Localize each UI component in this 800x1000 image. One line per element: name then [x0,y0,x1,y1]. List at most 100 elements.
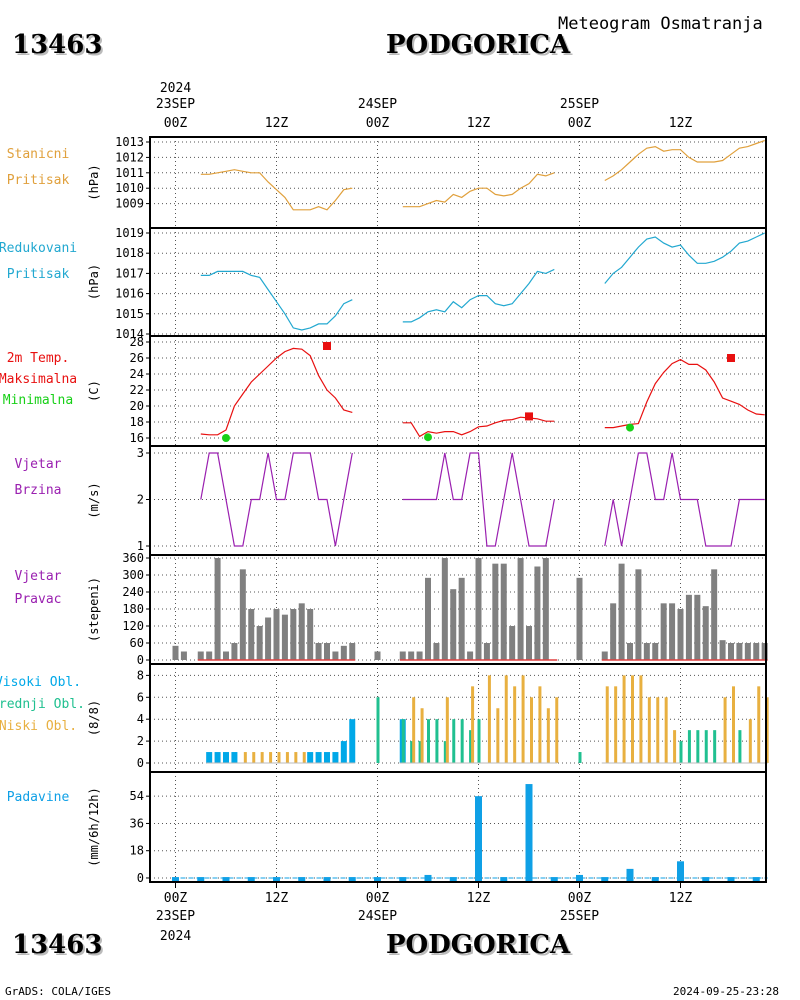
y-axis-label: (hPa) [87,164,101,200]
y-tick-label: 16 [130,431,144,445]
y-tick-label: 18 [130,844,144,858]
direction-bar [441,558,448,660]
y-axis-label: (stepeni) [87,577,101,642]
direction-bar [627,643,633,660]
cloud-bar [243,752,247,763]
direction-bar [349,643,356,660]
y-tick-label: 2 [137,493,144,507]
direction-bar [618,563,625,660]
cloud-bar [679,741,683,763]
cloud-bar [223,752,229,763]
y-tick-label: 2 [137,734,144,748]
panel-label: 2m Temp. [7,351,70,366]
tmin-marker [222,434,230,442]
y-tick-label: 0 [137,653,144,667]
direction-bar [643,643,650,660]
series-line [604,358,765,429]
footer-timestamp: 2024-09-25-23:28 [673,985,779,998]
panel-label: Pritisak [7,173,70,188]
direction-bar [416,651,423,660]
direction-bar [635,569,642,660]
cloud-bar [452,719,456,763]
direction-bar [475,558,482,660]
cloud-bar [340,741,347,763]
y-tick-label: 0 [137,871,144,885]
cloud-bar [277,752,281,763]
direction-bar [719,640,726,660]
panel-label: Vjetar [15,569,62,584]
direction-bar [534,566,541,660]
direction-bar [610,603,617,660]
x-time-label-top: 12Z [265,116,289,131]
tmin-marker [424,433,432,442]
x-time-label-bottom: 00Z [366,891,390,906]
direction-bar [315,643,322,660]
cloud-bar [555,697,559,763]
cloud-bar [538,686,542,763]
cloud-bar [418,741,422,763]
y-tick-label: 3 [137,446,144,460]
cloud-bar [332,752,339,763]
direction-bar [307,609,314,660]
panel-label: Pritisak [7,267,70,282]
direction-bar [223,651,229,660]
cloud-bar [614,686,618,763]
series-line [604,452,765,547]
direction-bar [601,651,608,660]
direction-bar [340,645,347,660]
y-tick-label: 28 [130,335,144,349]
precip-bar [399,877,407,881]
y-tick-label: 1017 [115,266,144,280]
precip-bar [677,861,684,881]
tmax-marker [727,354,735,362]
direction-bar [761,643,768,660]
precip-bar [576,874,583,881]
precip-bar [449,877,457,881]
y-tick-label: 1013 [115,135,144,149]
y-tick-label: 1010 [115,181,144,195]
series-line [200,452,353,547]
y-tick-label: 1014 [115,327,144,341]
cloud-bar [687,730,691,763]
y-tick-label: 360 [122,551,144,565]
city-title-top: PODGORICA [386,30,571,60]
precip-bar [651,877,659,881]
y-axis-label: (8/8) [87,700,101,736]
precip-bar [172,877,179,881]
panel-label: Redukovani [0,241,77,256]
cloud-bar [656,697,660,763]
direction-bar [728,643,734,660]
cloud-bar [435,719,439,763]
y-tick-label: 6 [137,690,144,704]
cloud-bar [748,719,752,763]
tmin-marker [626,423,634,432]
cloud-bar [231,752,238,763]
cloud-bar [412,697,416,763]
y-axis-label: (C) [87,380,101,402]
direction-bar [526,626,532,660]
direction-bar [509,626,516,660]
x-time-label-top: 00Z [366,116,390,131]
direction-bar [492,563,499,660]
x-time-label-top: 12Z [669,116,693,131]
series-line [200,347,353,436]
y-tick-label: 20 [130,399,144,413]
direction-bar [483,643,490,660]
precip-bar [475,796,482,881]
direction-bar [433,643,440,660]
series-line [402,172,555,208]
cloud-bar [427,719,430,763]
series-line [200,270,353,331]
precip-bar [626,868,634,881]
precip-bar [727,877,735,881]
cloud-bar [723,697,727,763]
y-tick-label: 1018 [115,246,144,260]
precip-bar [550,877,558,881]
direction-bar [256,626,263,660]
cloud-bar [206,752,213,763]
direction-bar [652,643,659,660]
cloud-bar [420,708,424,763]
x-date-label-bottom: 25SEP [560,909,599,924]
panel-label: Visoki Obl. [0,675,81,690]
